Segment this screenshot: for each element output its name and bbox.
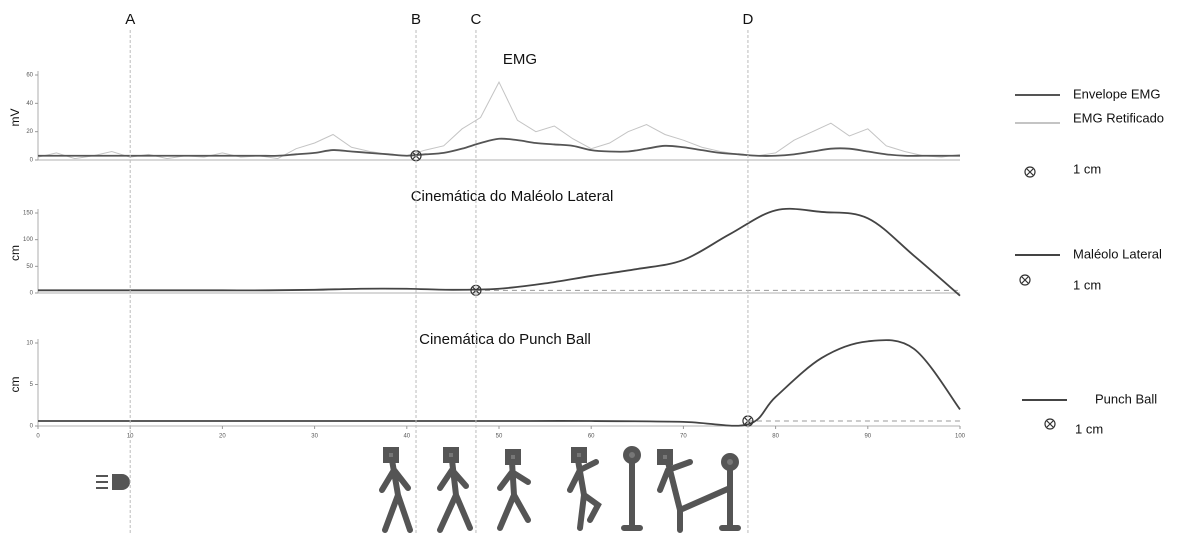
x-tick-label: 40 [403,434,410,440]
y-tick-label: 60 [26,73,33,79]
y-axis-label: cm [8,377,22,393]
x-tick-label: 50 [496,434,503,440]
legend-label: Maléolo Lateral [1073,246,1162,261]
legend-label: Punch Ball [1095,391,1157,406]
stick-figures [382,449,738,530]
series-line [38,209,960,296]
y-tick-label: 10 [26,341,33,347]
y-tick-label: 0 [30,158,34,164]
y-tick-label: 40 [26,101,33,107]
y-axis-label: mV [8,109,22,127]
cross [1027,169,1033,175]
x-tick-label: 60 [588,434,595,440]
series-line [38,82,960,158]
legend-label: Envelope EMG [1073,86,1160,101]
y-tick-label: 0 [30,291,34,297]
figure: EMG mV 0 20 40 60 EMG Retificado Envelope EMG 1 … [0,0,1200,533]
chart-title: Cinemática do Punch Ball [419,331,591,348]
series-line [38,139,960,156]
legend-label: EMG Retificado [1073,110,1164,125]
x-tick-label: 30 [311,434,318,440]
event-label: B [411,11,421,28]
x-tick-label: 70 [680,434,687,440]
scale-label: 1 cm [1075,421,1103,436]
y-tick-label: 100 [23,237,34,243]
x-tick-label: 20 [219,434,226,440]
chart-title: Cinemática do Maléolo Lateral [411,188,614,205]
series-line [38,340,960,426]
event-label: A [125,11,135,28]
y-tick-label: 50 [26,264,33,270]
scale-symbol [1045,419,1055,429]
light-icon [96,474,130,490]
y-tick-label: 5 [30,382,34,388]
y-axis-label: cm [8,245,22,261]
illustrations [96,449,738,530]
cross [1022,277,1028,283]
cross [1047,421,1053,427]
event-label: C [471,11,482,28]
x-tick-label: 80 [772,434,779,440]
scale-symbol [1025,167,1035,177]
chart-title: EMG [503,51,537,68]
x-tick-label: 100 [955,434,966,440]
y-tick-label: 20 [26,129,33,135]
event-label: D [743,11,754,28]
x-tick-label: 90 [864,434,871,440]
scale-label: 1 cm [1073,277,1101,292]
scale-symbol [1020,275,1030,285]
y-tick-label: 150 [23,211,34,217]
scale-label: 1 cm [1073,161,1101,176]
y-tick-label: 0 [30,424,34,430]
x-tick-label: 0 [36,434,40,440]
